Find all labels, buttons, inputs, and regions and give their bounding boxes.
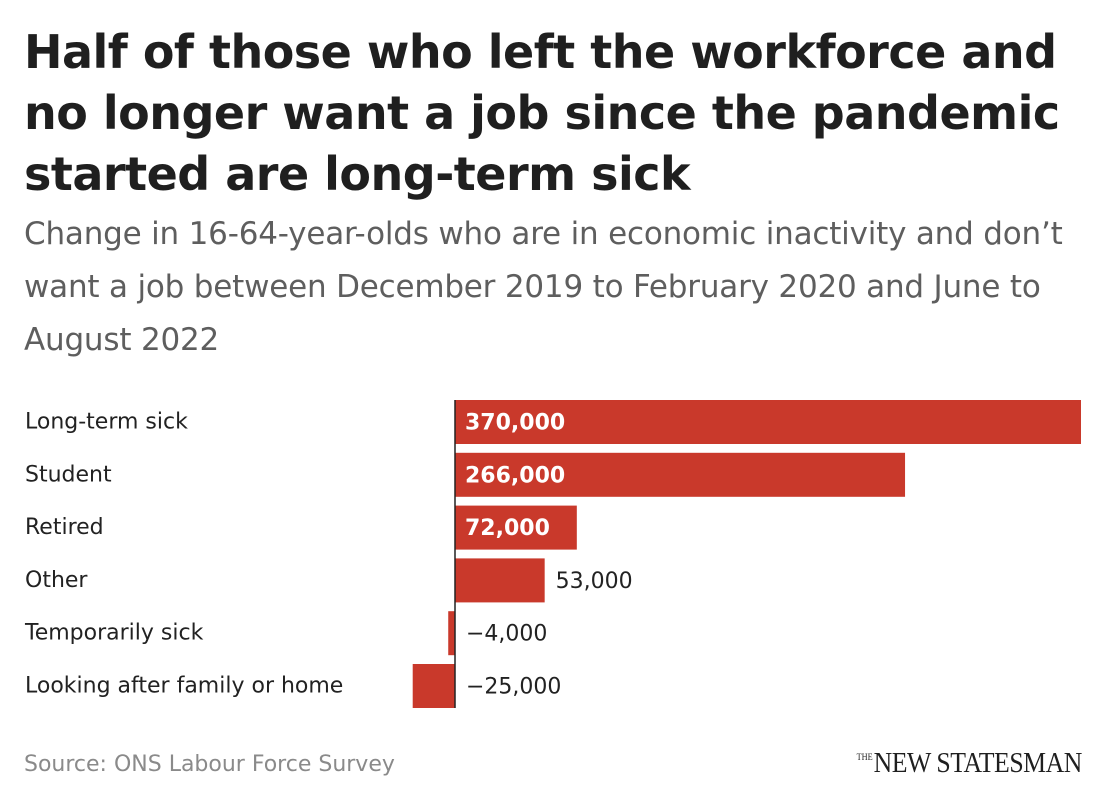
value-label: −25,000 — [466, 675, 561, 700]
bar-chart: Long-term sick 370,000 Student 266,000 Retir… — [24, 400, 1081, 708]
bar — [455, 505, 577, 550]
value-label: 72,000 — [465, 516, 550, 541]
bar — [448, 611, 455, 656]
value-label: 53,000 — [556, 569, 633, 594]
category-label: Long-term sick — [25, 410, 188, 435]
category-label: Looking after family or home — [25, 674, 343, 699]
new-statesman-logo: THENEW STATESMAN — [856, 748, 1083, 780]
category-label: Other — [25, 568, 88, 593]
bar — [455, 400, 1081, 444]
category-label: Temporarily sick — [24, 621, 204, 646]
value-label: −4,000 — [466, 622, 547, 647]
value-label: 370,000 — [465, 411, 565, 436]
logo-the: THE — [856, 752, 873, 762]
chart-title: Half of those who left the workforce and… — [24, 25, 1060, 201]
source-note: Source: ONS Labour Force Survey — [24, 752, 395, 777]
value-label: 266,000 — [465, 463, 565, 488]
category-label: Retired — [25, 515, 104, 540]
category-label: Student — [25, 462, 112, 487]
bar — [455, 452, 906, 497]
bar — [455, 558, 545, 603]
bar — [412, 664, 455, 708]
chart-subtitle: Change in 16-64-year-olds who are in eco… — [24, 216, 1063, 358]
logo-name: NEW STATESMAN — [873, 748, 1083, 779]
